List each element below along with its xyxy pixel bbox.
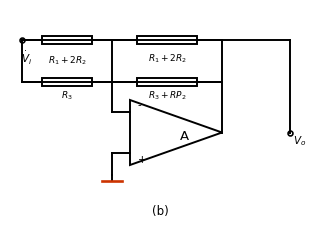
Text: $V_o$: $V_o$ bbox=[293, 134, 306, 148]
Bar bbox=[42, 78, 92, 86]
Text: -: - bbox=[138, 100, 142, 110]
Text: A: A bbox=[179, 130, 189, 143]
Bar bbox=[137, 78, 197, 86]
Text: $R_3$: $R_3$ bbox=[61, 90, 73, 102]
Text: $R_1 + 2R_2$: $R_1 + 2R_2$ bbox=[147, 53, 186, 65]
Polygon shape bbox=[130, 100, 222, 165]
Bar bbox=[42, 36, 92, 44]
Text: +: + bbox=[138, 155, 147, 165]
Text: $\dot{V}_i$: $\dot{V}_i$ bbox=[21, 50, 32, 67]
Text: $R_3 + RP_2$: $R_3 + RP_2$ bbox=[148, 90, 186, 102]
Text: $R_1 + 2R_2$: $R_1 + 2R_2$ bbox=[48, 55, 87, 67]
Text: (b): (b) bbox=[152, 205, 168, 218]
Bar bbox=[137, 36, 197, 44]
